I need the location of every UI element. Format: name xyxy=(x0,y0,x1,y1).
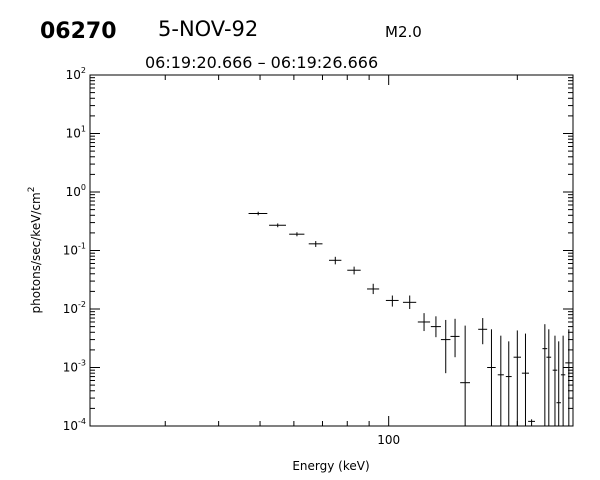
y-tick-label: 10-2 xyxy=(63,300,86,316)
data-points xyxy=(248,211,573,426)
data-point xyxy=(487,329,496,426)
data-point xyxy=(505,341,512,426)
event-date: 5-NOV-92 xyxy=(158,17,258,41)
data-point xyxy=(385,295,399,307)
time-range: 06:19:20.666 – 06:19:26.666 xyxy=(145,53,378,72)
data-point xyxy=(552,335,558,426)
y-tick-label: 10-1 xyxy=(63,242,86,258)
x-axis-title: Energy (keV) xyxy=(292,459,369,473)
y-tick-label: 100 xyxy=(66,183,86,199)
data-point xyxy=(546,329,552,426)
data-point xyxy=(430,316,441,338)
data-point xyxy=(478,318,488,345)
data-point xyxy=(513,330,521,426)
data-point xyxy=(417,313,431,332)
data-point xyxy=(308,241,323,247)
data-point xyxy=(521,333,529,426)
data-point xyxy=(402,295,417,309)
data-point xyxy=(460,325,471,426)
data-point xyxy=(347,266,361,275)
x-tick-label: 100 xyxy=(377,433,400,447)
data-point xyxy=(289,232,305,237)
data-point xyxy=(497,335,504,426)
tick-labels: 102 101 100 10-1 10-2 10-3 10-4 100 xyxy=(63,66,400,447)
data-point xyxy=(556,341,561,426)
data-point xyxy=(542,324,548,426)
data-point xyxy=(329,256,342,265)
y-axis-title: photons/sec/keV/cm2 xyxy=(27,187,43,314)
data-point xyxy=(248,211,268,216)
data-point xyxy=(440,319,451,374)
y-tick-label: 102 xyxy=(66,66,86,82)
data-point xyxy=(528,419,535,426)
data-point xyxy=(367,283,380,295)
y-tick-label: 10-3 xyxy=(63,359,86,375)
data-point xyxy=(269,223,286,228)
y-tick-label: 101 xyxy=(66,125,86,141)
y-tick-label: 10-4 xyxy=(63,417,86,433)
axis-ticks xyxy=(89,74,573,427)
event-id: 06270 xyxy=(40,19,117,44)
data-point xyxy=(565,329,573,426)
data-point xyxy=(450,318,460,358)
data-point xyxy=(560,335,566,426)
goes-class: M2.0 xyxy=(385,23,422,41)
